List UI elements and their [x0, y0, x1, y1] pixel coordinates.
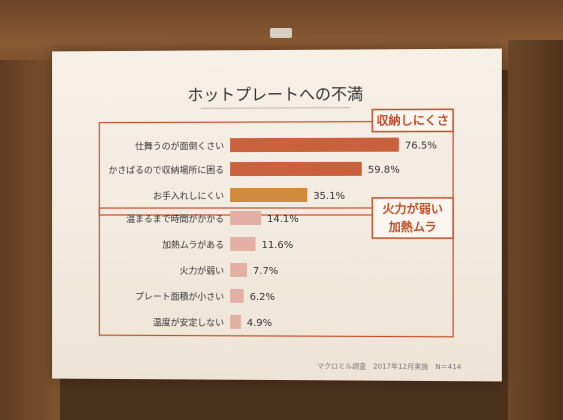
left-wall	[0, 60, 60, 420]
group-label: 加熱ムラ	[388, 219, 437, 234]
bar	[230, 263, 247, 277]
value-label: 4.9%	[247, 318, 272, 329]
value-label: 11.6%	[262, 240, 294, 251]
title-underline	[200, 108, 350, 109]
value-label: 35.1%	[313, 191, 345, 202]
bar	[230, 138, 399, 152]
value-label: 7.7%	[253, 266, 278, 277]
category-label: 温まるまで時間がかかる	[126, 213, 224, 225]
category-label: かさばるので収納場所に困る	[108, 164, 224, 176]
bar	[230, 289, 244, 303]
value-label: 14.1%	[267, 214, 299, 225]
bar	[230, 211, 261, 225]
chart-title: ホットプレートへの不満	[187, 84, 363, 104]
bar	[230, 237, 255, 251]
category-label: お手入れしにくい	[153, 190, 224, 202]
category-label: 加熱ムラがある	[162, 239, 224, 251]
category-label: プレート面積が小さい	[135, 291, 224, 303]
projection-screen: ホットプレートへの不満 収納しにくさ 火力が弱い 加熱ムラ 仕舞うのが面倒くさい 76…	[52, 49, 502, 382]
category-label: 仕舞うのが面倒くさい	[135, 140, 224, 152]
value-label: 6.2%	[250, 292, 275, 303]
value-label: 59.8%	[368, 165, 400, 176]
bar	[230, 315, 241, 329]
value-label: 76.5%	[405, 140, 437, 151]
right-wall	[508, 40, 563, 420]
ceiling-projector	[270, 28, 292, 38]
category-label: 火力が弱い	[180, 265, 225, 277]
bar	[230, 162, 362, 176]
bar-chart: ホットプレートへの不満 収納しにくさ火力が弱い加熱ムラ 仕舞うのが面倒くさい 76…	[52, 49, 502, 382]
bar	[230, 188, 307, 202]
chart-source: マクロミル調査 2017年12月実施 N＝414	[317, 361, 462, 371]
category-label: 温度が安定しない	[153, 316, 224, 328]
group-label: 火力が弱い	[382, 201, 443, 216]
group-label: 収納しにくさ	[376, 112, 448, 127]
